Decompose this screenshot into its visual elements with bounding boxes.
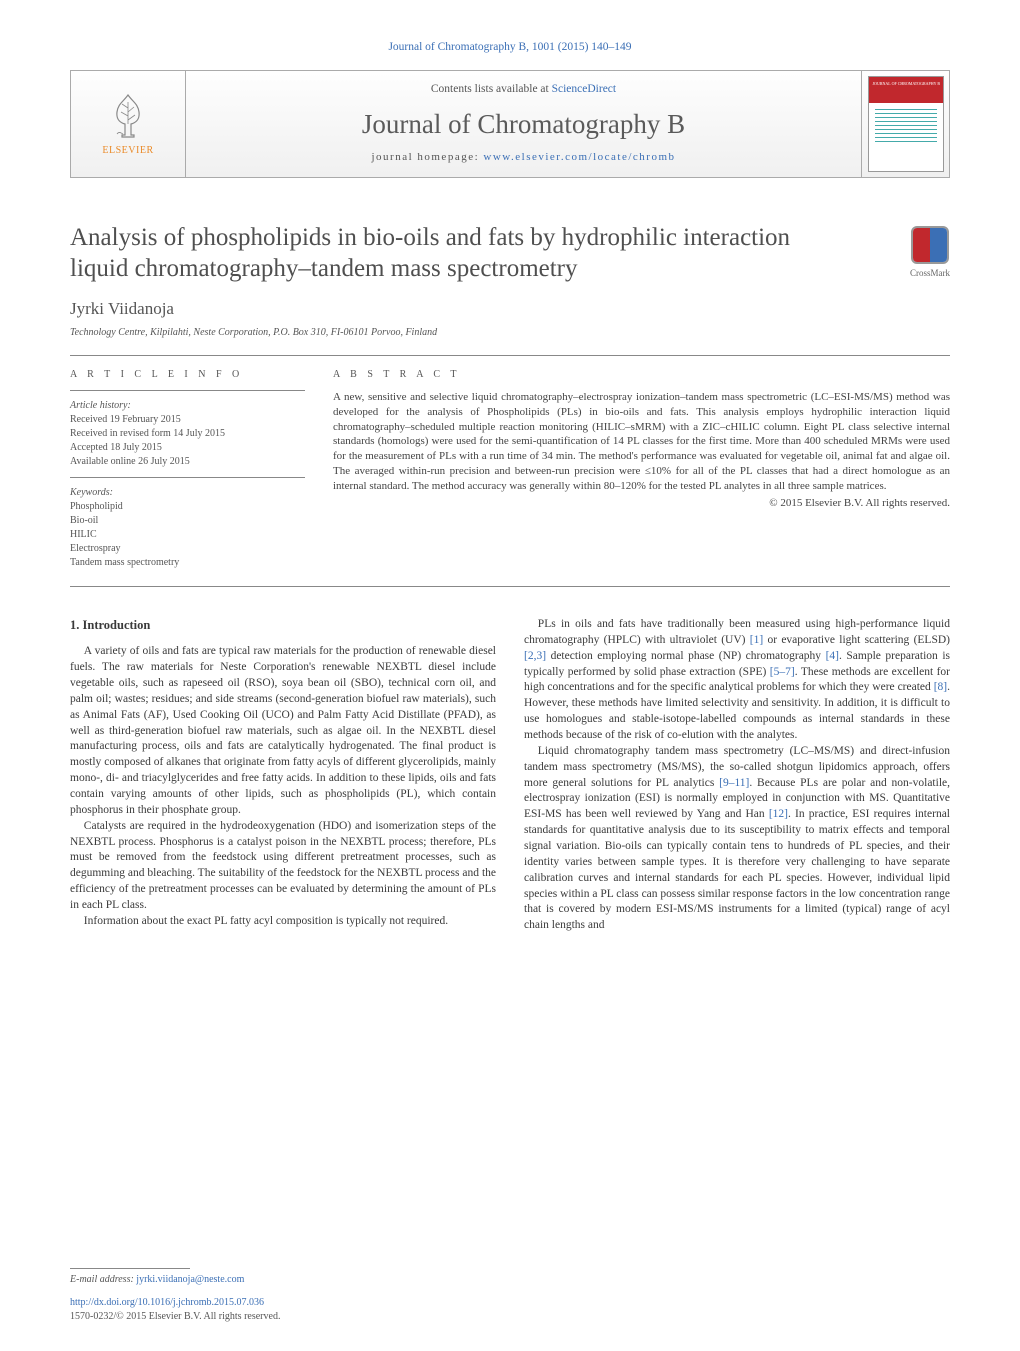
history-accepted: Accepted 18 July 2015 <box>70 441 305 455</box>
p4b: or evaporative light scattering (ELSD) <box>763 634 950 646</box>
abstract-block: A B S T R A C T A new, sensitive and sel… <box>333 368 950 570</box>
article-title: Analysis of phospholipids in bio-oils an… <box>70 222 850 285</box>
history-online: Available online 26 July 2015 <box>70 455 305 469</box>
intro-p2: Catalysts are required in the hydrodeoxy… <box>70 819 496 914</box>
masthead-center: Contents lists available at ScienceDirec… <box>186 71 861 177</box>
cite-2-3[interactable]: [2,3] <box>524 650 546 662</box>
email-label: E-mail address: <box>70 1274 136 1285</box>
intro-p4: PLs in oils and fats have traditionally … <box>524 617 950 744</box>
email-address[interactable]: jyrki.viidanoja@neste.com <box>136 1274 244 1285</box>
article-info-heading: A R T I C L E I N F O <box>70 368 305 382</box>
cover-thumb-box: JOURNAL OF CHROMATOGRAPHY B <box>861 71 949 177</box>
footer-divider <box>70 1268 190 1269</box>
keyword-1: Phospholipid <box>70 500 305 514</box>
contents-prefix: Contents lists available at <box>431 83 552 95</box>
p5c: . In practice, ESI requires internal sta… <box>524 808 950 931</box>
abstract-text: A new, sensitive and selective liquid ch… <box>333 390 950 494</box>
journal-cover-thumbnail: JOURNAL OF CHROMATOGRAPHY B <box>868 76 944 172</box>
cite-4[interactable]: [4] <box>826 650 839 662</box>
doi-link[interactable]: http://dx.doi.org/10.1016/j.jchromb.2015… <box>70 1296 950 1310</box>
intro-p5: Liquid chromatography tandem mass spectr… <box>524 744 950 934</box>
journal-homepage: journal homepage: www.elsevier.com/locat… <box>371 150 675 165</box>
issn-copyright: 1570-0232/© 2015 Elsevier B.V. All right… <box>70 1310 950 1324</box>
keyword-5: Tandem mass spectrometry <box>70 556 305 570</box>
p4c: detection employing normal phase (NP) ch… <box>546 650 826 662</box>
cite-12[interactable]: [12] <box>769 808 788 820</box>
page-footer: E-mail address: jyrki.viidanoja@neste.co… <box>70 1258 950 1324</box>
meta-divider-2 <box>70 477 305 478</box>
abstract-heading: A B S T R A C T <box>333 368 950 382</box>
keyword-4: Electrospray <box>70 542 305 556</box>
rule-top <box>70 355 950 356</box>
publisher-box: ELSEVIER <box>71 71 186 177</box>
section-1-heading: 1. Introduction <box>70 617 496 634</box>
cite-5-7[interactable]: [5–7] <box>770 666 795 678</box>
cite-1[interactable]: [1] <box>750 634 763 646</box>
crossmark-label: CrossMark <box>910 267 950 279</box>
body-columns: 1. Introduction A variety of oils and fa… <box>70 617 950 934</box>
intro-p3: Information about the exact PL fatty acy… <box>70 914 496 930</box>
publisher-name: ELSEVIER <box>102 144 153 158</box>
contents-line: Contents lists available at ScienceDirec… <box>431 82 616 98</box>
keyword-2: Bio-oil <box>70 514 305 528</box>
rule-bottom <box>70 586 950 587</box>
homepage-url[interactable]: www.elsevier.com/locate/chromb <box>483 151 675 163</box>
abstract-copyright: © 2015 Elsevier B.V. All rights reserved… <box>333 496 950 511</box>
crossmark-icon <box>911 226 949 264</box>
sciencedirect-link[interactable]: ScienceDirect <box>552 83 617 95</box>
meta-divider-1 <box>70 390 305 391</box>
history-received: Received 19 February 2015 <box>70 413 305 427</box>
corresponding-email-line: E-mail address: jyrki.viidanoja@neste.co… <box>70 1273 950 1287</box>
intro-p1: A variety of oils and fats are typical r… <box>70 644 496 818</box>
author-name: Jyrki Viidanoja <box>70 298 950 321</box>
cite-9-11[interactable]: [9–11] <box>719 777 749 789</box>
cite-8[interactable]: [8] <box>934 681 947 693</box>
masthead: ELSEVIER Contents lists available at Sci… <box>70 70 950 178</box>
author-affiliation: Technology Centre, Kilpilahti, Neste Cor… <box>70 326 950 340</box>
crossmark-badge[interactable]: CrossMark <box>910 222 950 279</box>
homepage-prefix: journal homepage: <box>371 151 483 163</box>
elsevier-tree-icon <box>103 90 153 140</box>
history-revised: Received in revised form 14 July 2015 <box>70 427 305 441</box>
history-heading: Article history: <box>70 399 305 413</box>
keyword-3: HILIC <box>70 528 305 542</box>
journal-reference: Journal of Chromatography B, 1001 (2015)… <box>70 40 950 56</box>
keywords-heading: Keywords: <box>70 486 305 500</box>
journal-name: Journal of Chromatography B <box>362 106 685 142</box>
article-info-block: A R T I C L E I N F O Article history: R… <box>70 368 305 570</box>
